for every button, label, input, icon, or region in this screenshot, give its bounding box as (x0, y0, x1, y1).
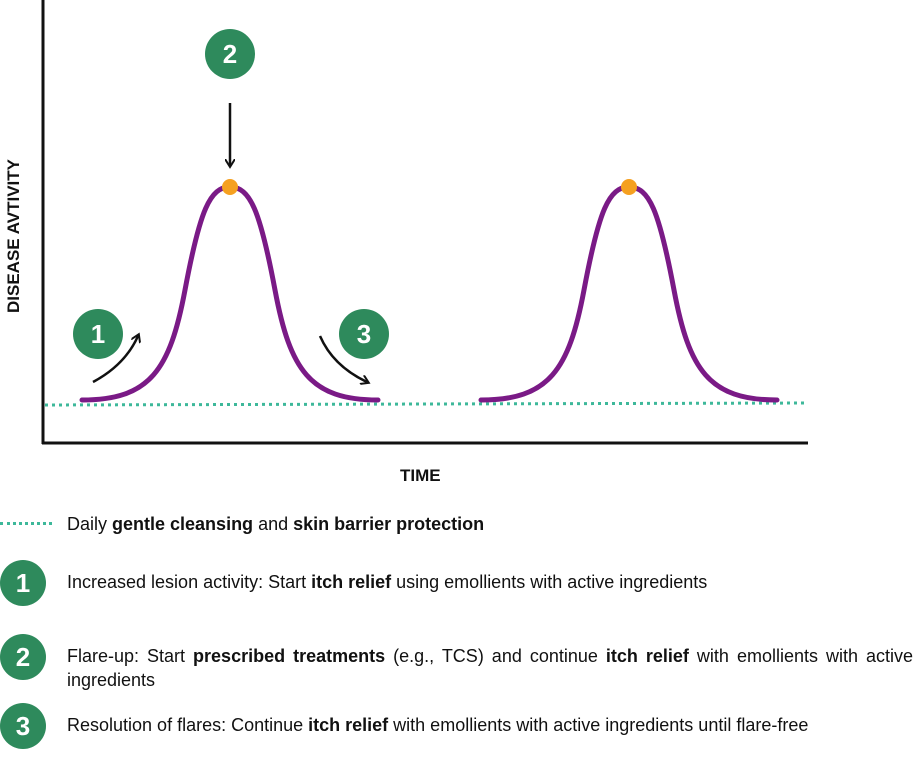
flare-curve-1 (79, 184, 381, 403)
arrow-fall-icon (318, 335, 367, 382)
step-marker-3: 3 (339, 309, 389, 359)
peak-dot-1 (222, 179, 238, 195)
legend-badge-2: 2 (0, 634, 46, 680)
legend-item-3-text: Resolution of flares: Continue itch reli… (67, 715, 809, 735)
flare-curve-2 (478, 184, 780, 403)
legend-badge-3: 3 (0, 703, 46, 749)
step-marker-1: 1 (73, 309, 123, 359)
legend-baseline-swatch (0, 522, 52, 525)
legend-item-2-text: Flare-up: Start prescribed treatments (e… (67, 646, 914, 690)
legend-baseline-text: Daily gentle cleansing and skin barrier … (67, 514, 485, 534)
y-axis-label: DISEASE AVTIVITY (4, 159, 23, 313)
legend-item-1-text: Increased lesion activity: Start itch re… (67, 572, 708, 592)
peak-dot-2 (621, 179, 637, 195)
arrow-rise-icon (92, 336, 138, 384)
x-axis-label: TIME (400, 466, 441, 485)
flare-cycle-diagram (41, 0, 809, 445)
baseline-dotted-line (44, 401, 809, 407)
step-marker-2: 2 (205, 29, 255, 79)
legend-badge-1: 1 (0, 560, 46, 606)
